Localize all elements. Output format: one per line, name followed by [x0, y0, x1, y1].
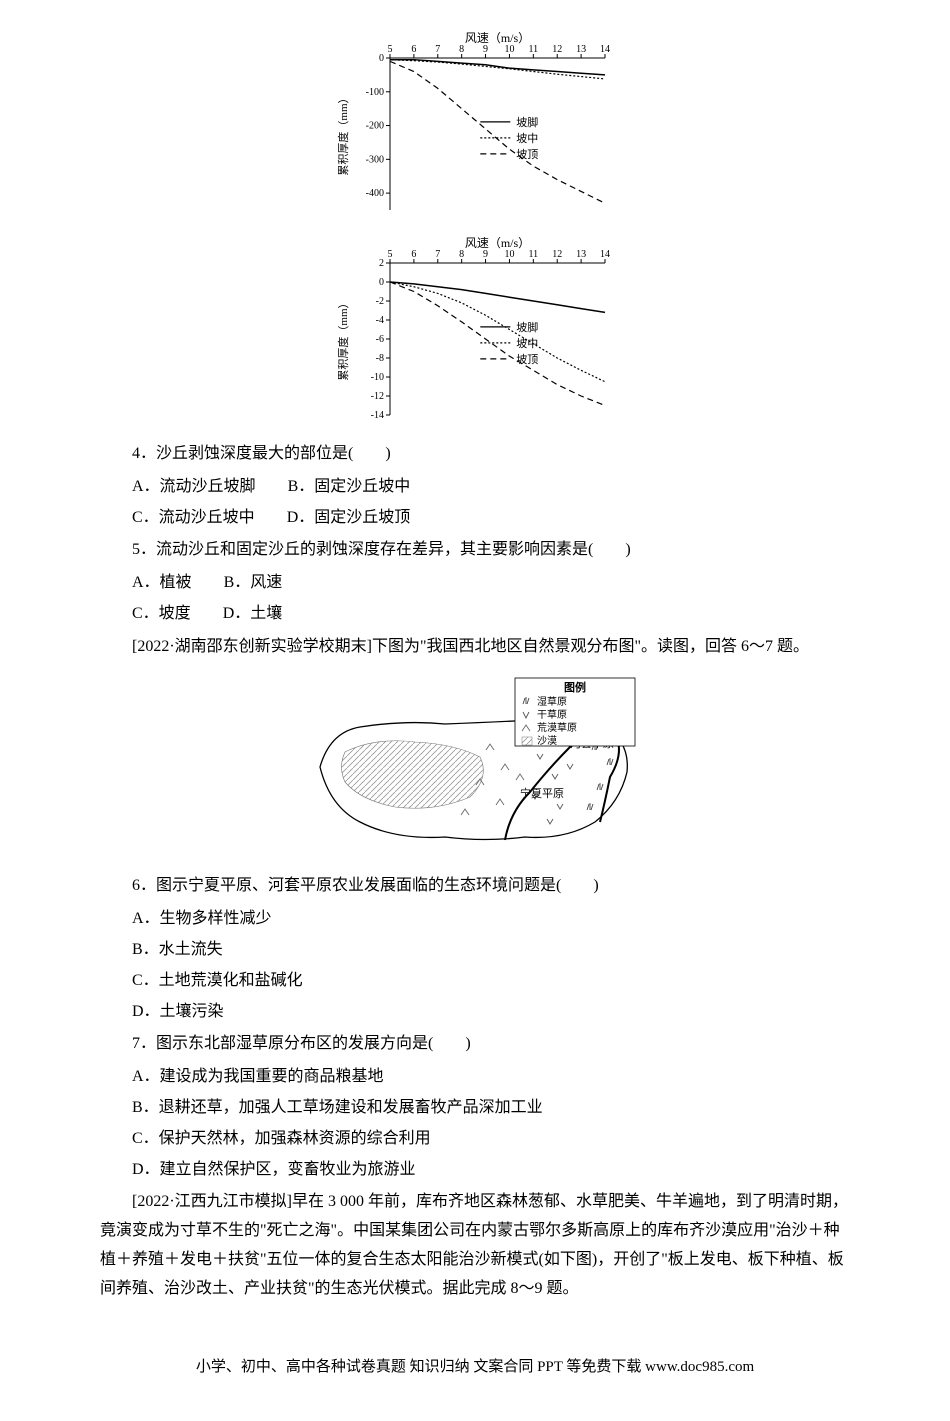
q7-text: 7．图示东北部湿草原分布区的发展方向是( ) — [100, 1030, 850, 1059]
svg-text:5: 5 — [388, 44, 393, 55]
intro67: [2022·湖南邵东创新实验学校期末]下图为"我国西北地区自然景观分布图"。读图… — [100, 633, 850, 662]
svg-text:-100: -100 — [366, 87, 384, 98]
svg-text:图例: 图例 — [564, 680, 586, 694]
q4-line1: A．流动沙丘坡脚 B．固定沙丘坡中 — [100, 473, 850, 502]
svg-text:宁夏平原: 宁夏平原 — [520, 786, 564, 800]
svg-text:-8: -8 — [376, 353, 384, 364]
q5-optD: D．土壤 — [223, 605, 283, 622]
svg-text:干草原: 干草原 — [537, 709, 567, 721]
svg-text:11: 11 — [529, 249, 539, 260]
svg-text:坡中: 坡中 — [516, 132, 538, 145]
svg-text:湿草原: 湿草原 — [537, 696, 567, 708]
svg-text:风速（m/s）: 风速（m/s） — [465, 31, 530, 45]
q6-optD: D．土壤污染 — [100, 998, 850, 1027]
q4-optC: C．流动沙丘坡中 — [132, 509, 255, 526]
intro89: [2022·江西九江市模拟]早在 3 000 年前，库布齐地区森林葱郁、水草肥美… — [100, 1188, 850, 1303]
svg-text:14: 14 — [600, 249, 610, 260]
svg-text:13: 13 — [576, 44, 586, 55]
svg-text:坡中: 坡中 — [516, 337, 538, 350]
footer: 小学、初中、高中各种试卷真题 知识归纳 文案合同 PPT 等免费下载 www.d… — [100, 1354, 850, 1381]
svg-text:12: 12 — [552, 249, 562, 260]
svg-text:13: 13 — [576, 249, 586, 260]
svg-text:-14: -14 — [371, 410, 384, 421]
q6-text: 6．图示宁夏平原、河套平原农业发展面临的生态环境问题是( ) — [100, 872, 850, 901]
q4-optD: D．固定沙丘坡顶 — [287, 509, 411, 526]
svg-text:-400: -400 — [366, 188, 384, 199]
svg-text:9: 9 — [483, 44, 488, 55]
svg-text:8: 8 — [459, 249, 464, 260]
chart1-container: 风速（m/s） 5 6 7 8 9 10 11 12 13 14 0 -100 -200 -300 -400 累… — [100, 30, 850, 220]
q5-optA: A．植被 — [132, 574, 192, 591]
q7-optC: C．保护天然林，加强森林资源的综合利用 — [100, 1125, 850, 1154]
q5-line1: A．植被 B．风速 — [100, 569, 850, 598]
svg-text:坡脚: 坡脚 — [516, 320, 538, 334]
svg-text:7: 7 — [435, 44, 440, 55]
q6-optC: C．土地荒漠化和盐碱化 — [100, 967, 850, 996]
svg-text:沙漠: 沙漠 — [537, 735, 557, 747]
svg-text:坡顶: 坡顶 — [516, 148, 538, 161]
svg-text:7: 7 — [435, 249, 440, 260]
svg-text:-12: -12 — [371, 391, 384, 402]
q4-optA: A．流动沙丘坡脚 — [132, 478, 256, 495]
svg-text:累积厚度（mm）: 累积厚度（mm） — [336, 297, 350, 380]
svg-text:荒漠草原: 荒漠草原 — [537, 722, 577, 734]
svg-text:-6: -6 — [376, 334, 384, 345]
q4-optB: B．固定沙丘坡中 — [288, 478, 411, 495]
svg-text:坡脚: 坡脚 — [516, 115, 538, 129]
svg-text:-2: -2 — [376, 296, 384, 307]
svg-text:9: 9 — [483, 249, 488, 260]
svg-text:-10: -10 — [371, 372, 384, 383]
svg-text:坡顶: 坡顶 — [516, 353, 538, 366]
svg-text:6: 6 — [411, 44, 416, 55]
map-container: 河套平原宁夏平原图例湿草原干草原荒漠草原沙漠 — [100, 672, 850, 863]
svg-text:8: 8 — [459, 44, 464, 55]
q7-optD: D．建立自然保护区，变畜牧业为旅游业 — [100, 1156, 850, 1185]
q5-line2: C．坡度 D．土壤 — [100, 600, 850, 629]
q4-text: 4．沙丘剥蚀深度最大的部位是( ) — [100, 440, 850, 469]
q6-optB: B．水土流失 — [100, 936, 850, 965]
q4-line2: C．流动沙丘坡中 D．固定沙丘坡顶 — [100, 504, 850, 533]
q5-optC: C．坡度 — [132, 605, 191, 622]
svg-text:-200: -200 — [366, 121, 384, 132]
chart2: 风速（m/s） 5 6 7 8 9 10 11 12 13 14 2 0 -2 -4 -6 -8 -10 -12 -1… — [335, 235, 615, 425]
svg-text:10: 10 — [504, 44, 514, 55]
svg-text:0: 0 — [379, 277, 384, 288]
q6-optA: A．生物多样性减少 — [100, 905, 850, 934]
q7-optA: A．建设成为我国重要的商品粮基地 — [100, 1063, 850, 1092]
chart2-container: 风速（m/s） 5 6 7 8 9 10 11 12 13 14 2 0 -2 -4 -6 -8 -10 -12 -1… — [100, 235, 850, 425]
chart1: 风速（m/s） 5 6 7 8 9 10 11 12 13 14 0 -100 -200 -300 -400 累… — [335, 30, 615, 220]
svg-text:10: 10 — [504, 249, 514, 260]
svg-text:-4: -4 — [376, 315, 384, 326]
svg-text:2: 2 — [379, 258, 384, 269]
q5-text: 5．流动沙丘和固定沙丘的剥蚀深度存在差异，其主要影响因素是( ) — [100, 536, 850, 565]
q5-optB: B．风速 — [224, 574, 283, 591]
q7-optB: B．退耕还草，加强人工草场建设和发展畜牧产品深加工业 — [100, 1094, 850, 1123]
svg-text:5: 5 — [388, 249, 393, 260]
svg-text:14: 14 — [600, 44, 610, 55]
svg-text:12: 12 — [552, 44, 562, 55]
svg-text:0: 0 — [379, 53, 384, 64]
svg-text:风速（m/s）: 风速（m/s） — [465, 236, 530, 250]
northwest-map: 河套平原宁夏平原图例湿草原干草原荒漠草原沙漠 — [305, 672, 645, 852]
svg-text:-300: -300 — [366, 154, 384, 165]
svg-text:6: 6 — [411, 249, 416, 260]
svg-text:累积厚度（mm）: 累积厚度（mm） — [336, 92, 350, 175]
svg-text:11: 11 — [529, 44, 539, 55]
